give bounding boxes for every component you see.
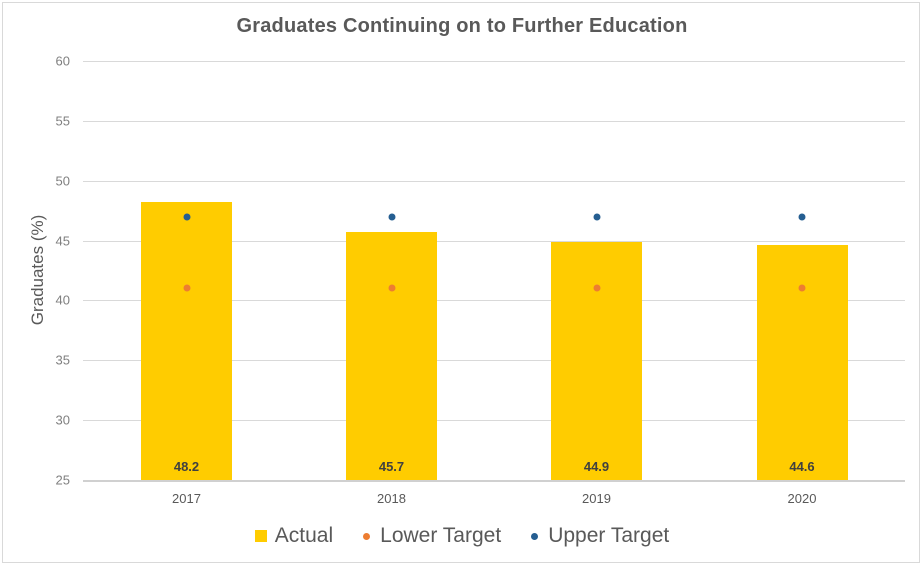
lower-target-marker[interactable] <box>798 284 806 292</box>
data-label: 44.6 <box>789 458 815 474</box>
bar-2019[interactable]: 44.9 <box>551 241 642 480</box>
legend-label: Actual <box>274 524 334 547</box>
bar-2017[interactable]: 48.2 <box>141 202 232 480</box>
gridline <box>83 241 905 242</box>
x-tick-label: 2018 <box>377 491 406 506</box>
y-axis-label: Graduates (%) <box>28 214 47 326</box>
dot-icon <box>531 532 539 540</box>
x-axis-line <box>83 480 905 482</box>
gridline <box>83 181 905 182</box>
gridline <box>83 420 905 421</box>
y-tick-label: 60 <box>55 53 70 69</box>
gridline <box>83 121 905 122</box>
gridline <box>83 61 905 62</box>
bar-2018[interactable]: 45.7 <box>346 232 437 480</box>
y-tick-label: 45 <box>55 233 70 249</box>
dot-icon <box>363 532 371 540</box>
square-icon <box>254 530 267 542</box>
lower-target-marker[interactable] <box>388 284 395 292</box>
x-tick-label: 2017 <box>172 491 201 506</box>
y-tick-label: 40 <box>55 292 70 308</box>
lower-target-marker[interactable] <box>593 284 600 292</box>
legend-item-actual[interactable]: Actual <box>254 524 334 548</box>
y-tick-label: 30 <box>55 412 70 428</box>
upper-target-marker[interactable] <box>593 213 600 221</box>
gridline <box>83 300 905 301</box>
legend-label: Lower Target <box>380 524 502 547</box>
chart-title: Graduates Continuing on to Further Educa… <box>236 15 688 37</box>
legend: Actual Lower Target Upper Target <box>0 524 924 548</box>
y-tick-label: 50 <box>55 173 70 189</box>
x-tick-label: 2019 <box>582 491 611 506</box>
y-tick-label: 35 <box>55 352 70 368</box>
y-tick-label: 25 <box>55 472 70 488</box>
data-label: 45.7 <box>378 458 405 474</box>
legend-item-lower-target[interactable]: Lower Target <box>363 524 501 548</box>
upper-target-marker[interactable] <box>183 213 190 221</box>
gridline <box>83 360 905 361</box>
y-tick-label: 55 <box>55 113 70 129</box>
data-label: 44.9 <box>583 458 610 474</box>
upper-target-marker[interactable] <box>388 213 395 221</box>
legend-item-upper-target[interactable]: Upper Target <box>531 524 669 548</box>
x-tick-label: 2020 <box>787 491 817 506</box>
lower-target-marker[interactable] <box>183 284 190 292</box>
upper-target-marker[interactable] <box>798 213 806 221</box>
data-label: 48.2 <box>173 458 200 474</box>
bar-2020[interactable]: 44.6 <box>756 245 848 480</box>
legend-label: Upper Target <box>548 524 670 547</box>
